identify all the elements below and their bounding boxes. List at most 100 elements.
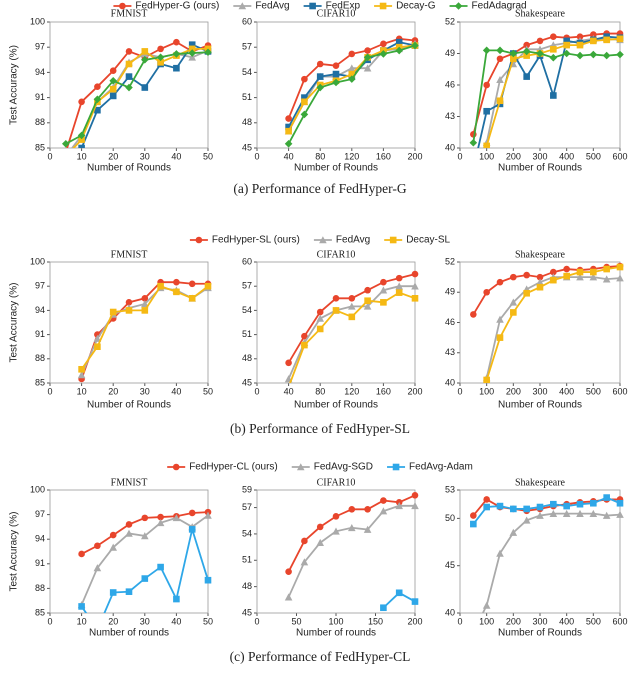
data-point [510, 55, 517, 63]
data-point [188, 53, 196, 61]
y-tick-label: 97 [35, 42, 45, 52]
data-point [332, 527, 340, 535]
data-point [380, 497, 387, 504]
legend-label: FedExp [326, 1, 361, 12]
data-point [411, 295, 419, 302]
y-tick-label: 46 [445, 79, 455, 89]
y-tick-label: 45 [242, 377, 252, 387]
legend-marker [319, 236, 327, 244]
data-point [78, 136, 85, 143]
y-tick-label: 91 [35, 92, 45, 102]
y-tick-label: 49 [445, 48, 455, 58]
y-axis-label: Test Accuracy (%) [9, 282, 20, 362]
data-point [483, 107, 490, 115]
x-tick-label: 20 [108, 151, 118, 161]
series-line [472, 496, 621, 525]
data-point [563, 265, 570, 273]
x-tick-label: 0 [457, 616, 462, 626]
x-tick-label: 500 [586, 386, 601, 396]
legend-marker [195, 236, 203, 244]
data-point [510, 309, 517, 316]
chart-title: Shakespeare [515, 477, 566, 488]
data-point [496, 315, 504, 323]
x-tick-label: 100 [328, 616, 343, 626]
data-point [380, 604, 387, 612]
data-point [141, 575, 149, 582]
data-point [285, 568, 292, 576]
caption: (c) Performance of FedHyper-CL [230, 649, 411, 664]
series-line [80, 43, 209, 148]
series-line [287, 504, 415, 598]
y-tick-label: 40 [445, 377, 455, 387]
data-point [616, 499, 624, 507]
data-point [536, 37, 544, 45]
caption: (b) Performance of FedHyper-SL [230, 421, 410, 436]
data-point [284, 140, 293, 148]
data-point [188, 49, 196, 57]
data-point [550, 46, 557, 53]
data-point [482, 601, 491, 609]
y-tick-label: 94 [35, 534, 45, 544]
data-point [589, 273, 598, 281]
data-point [173, 595, 180, 603]
y-tick-label: 57 [242, 42, 252, 52]
data-point [77, 371, 86, 379]
x-tick-label: 40 [284, 386, 294, 396]
data-point [616, 510, 624, 518]
data-point [173, 288, 180, 296]
x-axis-label: Number of rounds [296, 628, 376, 639]
data-point [94, 343, 101, 350]
x-tick-label: 80 [315, 151, 325, 161]
plot-frame [256, 261, 416, 384]
data-point [285, 123, 292, 131]
legend-marker [119, 2, 126, 10]
series-line [66, 41, 209, 148]
y-tick-label: 60 [242, 256, 252, 266]
x-tick-label: 200 [407, 151, 422, 161]
data-point [301, 537, 308, 545]
data-point [332, 62, 340, 69]
data-point [522, 47, 531, 56]
y-tick-label: 54 [242, 528, 252, 538]
plot-area [77, 278, 212, 383]
data-point [550, 276, 557, 284]
data-point [589, 509, 598, 517]
data-point [109, 85, 117, 93]
data-point [78, 550, 85, 558]
data-point [562, 509, 571, 517]
data-point [563, 41, 570, 49]
legend-label: FedHyper-G (ours) [135, 1, 219, 12]
data-point [301, 98, 308, 106]
data-point [300, 110, 309, 119]
data-point [157, 513, 164, 521]
data-point [332, 295, 340, 302]
data-point [204, 511, 212, 519]
data-point [141, 56, 149, 64]
x-tick-label: 300 [532, 386, 547, 396]
x-tick-label: 10 [77, 386, 87, 396]
legend-marker [296, 463, 305, 471]
data-point [469, 138, 478, 147]
data-point [616, 274, 624, 282]
data-point [301, 75, 308, 83]
data-point [395, 38, 403, 46]
data-point [125, 588, 133, 595]
series-line [472, 49, 621, 143]
y-tick-label: 57 [242, 281, 252, 291]
x-tick-label: 100 [479, 386, 494, 396]
y-tick-label: 52 [445, 16, 455, 26]
data-point [550, 92, 557, 99]
data-point [563, 272, 570, 280]
data-point [395, 502, 403, 510]
x-tick-label: 40 [284, 151, 294, 161]
data-point [603, 265, 610, 273]
data-point [348, 64, 356, 72]
data-point [348, 70, 356, 78]
data-point [94, 83, 101, 90]
data-point [348, 523, 356, 532]
x-tick-label: 0 [457, 386, 462, 396]
x-tick-label: 400 [559, 616, 574, 626]
data-point [172, 50, 181, 58]
data-point [380, 40, 387, 48]
y-tick-label: 97 [35, 281, 45, 291]
